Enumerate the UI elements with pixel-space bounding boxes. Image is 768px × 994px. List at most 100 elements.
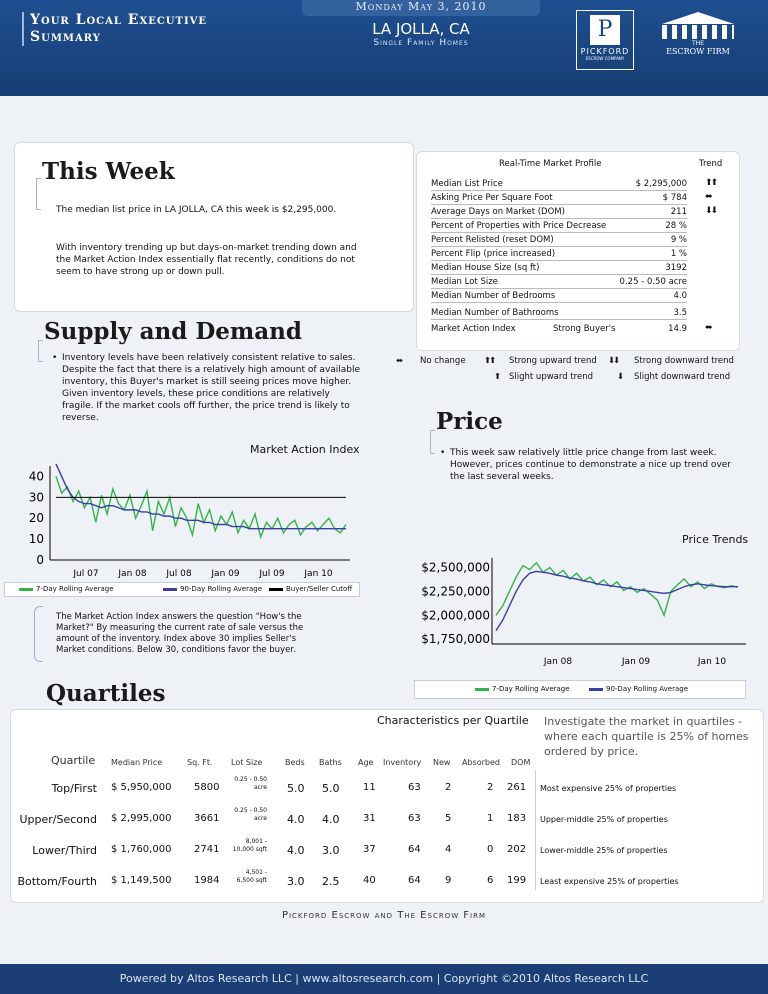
quartile-baths: 4.0: [322, 813, 340, 826]
price-legend-7day: 7-Day Rolling Average: [475, 685, 570, 693]
quartile-description: Upper-middle 25% of properties: [540, 815, 668, 824]
price-series-line: [495, 561, 739, 618]
quartile-header-quartile: Quartile: [51, 754, 96, 767]
mai-chart: 40 30 20 10 0 Jul 07 Jan 08 Jul 08 Jan 09 Jul 09 J…: [29, 463, 350, 579]
profile-row-label: Median Lot Size: [431, 277, 498, 287]
escrow-firm-name: ESCROW FIRM: [666, 47, 730, 56]
profile-row-label: Median Number of Bathrooms: [431, 308, 559, 318]
page-header: [0, 0, 768, 96]
profile-row-value: 211: [670, 207, 687, 217]
characteristics-title: Characteristics per Quartile: [377, 714, 529, 727]
quartile-sqft: 3661: [194, 813, 220, 824]
mai-x-tick: Jul 08: [165, 569, 191, 579]
quartile-name: Bottom/Fourth: [17, 875, 98, 888]
quartile-header-median_price: Median Price: [111, 758, 163, 767]
escrow-firm-logo: THE ESCROW FIRM: [656, 12, 740, 68]
profile-row-label: Percent of Properties with Price Decreas…: [431, 221, 607, 231]
mai-value: 14.9: [668, 324, 687, 334]
quartile-inventory: 64: [408, 875, 421, 886]
quartile-header-new: New: [433, 758, 451, 767]
quartile-name: Upper/Second: [19, 813, 98, 826]
profile-row-value: 3.5: [673, 308, 687, 318]
quartile-age: 37: [363, 844, 376, 855]
profile-row-label: Percent Flip (price increased): [431, 249, 556, 259]
profile-row-value: 1 %: [670, 249, 687, 259]
mai-x-tick: Jul 07: [72, 569, 98, 579]
quartile-baths: 2.5: [322, 875, 340, 888]
trend-legend: ⬌ No change ⬆⬆ Strong upward trend ⬇⬇ St…: [396, 356, 756, 388]
profile-row: Median Number of Bedrooms 4.0: [431, 290, 687, 303]
profile-row: Median Number of Bathrooms 3.5: [431, 307, 687, 320]
price-chart-legend: 7-Day Rolling Average 90-Day Rolling Ave…: [414, 680, 746, 699]
quartile-new: 9: [445, 875, 452, 886]
quartile-beds: 4.0: [287, 844, 305, 857]
profile-trend-icon: ⬇⬇: [705, 206, 718, 216]
price-x-tick: Jan 10: [697, 657, 726, 667]
quartile-header-sqft: Sq. Ft.: [187, 758, 213, 767]
this-week-panel: [14, 142, 414, 312]
price-y-tick: $2,250,000: [421, 584, 490, 598]
quartile-header-absorbed: Absorbed: [462, 758, 500, 767]
profile-row-label: Asking Price Per Square Foot: [431, 193, 553, 203]
quartile-lot-1: 0.25 - 0.50: [234, 776, 267, 783]
this-week-title: This Week: [42, 158, 175, 185]
mai-y-tick: 10: [29, 532, 44, 546]
quartile-beds: 4.0: [287, 813, 305, 826]
market-action-row: Market Action Index Strong Buyer's 14.9: [431, 323, 687, 335]
legend-7day-swatch: [19, 587, 33, 591]
quartile-new: 5: [445, 813, 452, 824]
legend-90day-label: 90-Day Rolling Average: [180, 585, 262, 593]
quartile-inventory: 64: [408, 844, 421, 855]
profile-row-value: 0.25 - 0.50 acre: [619, 277, 687, 287]
quartile-lot-2: 10,000 sqft: [232, 846, 267, 853]
quartiles-divider: [535, 770, 536, 890]
profile-trend-icon: ⬆⬆: [705, 178, 718, 188]
quartile-lot-1: 0.25 - 0.50: [234, 807, 267, 814]
profile-row-label: Average Days on Market (DOM): [431, 207, 565, 217]
slight-up-icon: ⬆: [494, 372, 502, 382]
mai-status: Strong Buyer's: [553, 324, 616, 334]
quartile-baths: 5.0: [322, 782, 340, 795]
profile-row-value: $ 2,295,000: [635, 179, 687, 189]
price-title: Price: [436, 408, 503, 435]
profile-row-label: Percent Relisted (reset DOM): [431, 235, 554, 245]
mai-y-tick: 0: [36, 553, 44, 567]
price-legend-90day-label: 90-Day Rolling Average: [606, 685, 688, 693]
profile-row-label: Median List Price: [431, 179, 503, 189]
pickford-monogram: P: [590, 15, 620, 45]
profile-row: Median Lot Size 0.25 - 0.50 acre: [431, 276, 687, 289]
strong-down-label: Strong downward trend: [634, 356, 734, 366]
mai-series-line: [55, 476, 347, 540]
supply-bracket: [38, 340, 43, 362]
report-title-line2: Summary: [30, 29, 101, 45]
price-series-line: [495, 570, 738, 631]
escrow-firm-the: THE: [692, 40, 704, 47]
quartile-dom: 261: [507, 782, 527, 793]
quartile-dom: 199: [507, 875, 527, 886]
market-profile-title: Real-Time Market Profile: [499, 159, 602, 169]
profile-row: Median House Size (sq ft) 3192: [431, 262, 687, 275]
quartile-dom: 202: [507, 844, 527, 855]
page-footer: Powered by Altos Research LLC | www.alto…: [0, 964, 768, 994]
quartile-dom: 183: [507, 813, 527, 824]
profile-row-label: Median House Size (sq ft): [431, 263, 540, 273]
quartile-name: Top/First: [51, 782, 97, 795]
profile-row: Median List Price $ 2,295,000: [431, 178, 687, 191]
quartile-lot-2: 6,500 sqft: [236, 877, 267, 884]
pickford-logo-name: PICKFORD: [580, 47, 630, 56]
price-bullet-icon: •: [440, 448, 446, 458]
report-title: Your Local Executive Summary: [22, 12, 207, 46]
mai-chart-title: Market Action Index: [250, 443, 360, 456]
quartile-sqft: 2741: [194, 844, 220, 855]
city-name: LA JOLLA, CA: [372, 20, 470, 38]
quartile-age: 40: [363, 875, 376, 886]
quartiles-intro: Investigate the market in quartiles - wh…: [544, 715, 749, 758]
quartile-age: 11: [363, 782, 376, 793]
quartile-header-lot: Lot Size: [231, 758, 263, 767]
price-legend-7day-label: 7-Day Rolling Average: [492, 685, 570, 693]
price-y-tick: $1,750,000: [421, 632, 490, 646]
quartile-age: 31: [363, 813, 376, 824]
company-line: Pickford Escrow and The Escrow Firm: [281, 910, 487, 921]
legend-7day-label: 7-Day Rolling Average: [36, 585, 114, 593]
price-x-tick: Jan 08: [543, 657, 572, 667]
